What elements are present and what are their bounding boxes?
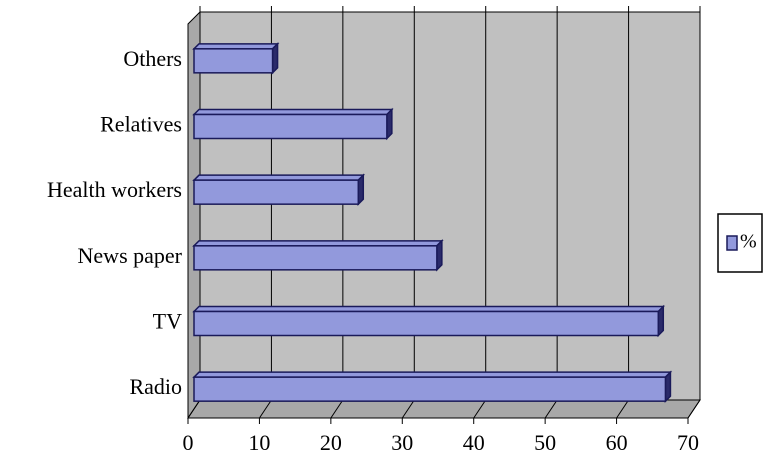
y-tick-label: Health workers	[47, 177, 182, 202]
bar-end	[271, 42, 279, 75]
y-tick-label: News paper	[78, 243, 183, 268]
floor	[187, 399, 701, 419]
x-tick-label: 60	[606, 430, 628, 455]
bar	[193, 376, 667, 402]
bar	[193, 310, 660, 337]
legend-swatch	[726, 235, 738, 251]
grid-line	[687, 6, 701, 419]
x-tick-label: 70	[677, 430, 699, 455]
x-tick-label: 30	[391, 430, 413, 455]
y-tick-label: Radio	[129, 374, 182, 399]
x-tick-label: 20	[320, 430, 342, 455]
bar	[193, 179, 360, 205]
x-tick-label: 40	[463, 430, 485, 455]
x-tick-label: 50	[534, 430, 556, 455]
labels: 0 10 20 30 40 50 60 70 Others Relatives Health wor…	[47, 46, 699, 455]
bar	[193, 245, 438, 271]
bar	[193, 113, 388, 140]
x-tick-label: 0	[183, 430, 194, 455]
bar	[193, 48, 274, 74]
bars	[192, 42, 673, 403]
bar-end	[664, 370, 672, 403]
legend-label: %	[740, 231, 757, 253]
y-tick-label: Others	[123, 46, 182, 71]
y-tick-label: TV	[153, 309, 182, 334]
x-tick-label: 10	[248, 430, 270, 455]
y-tick-label: Relatives	[100, 112, 182, 137]
legend-box	[717, 213, 763, 273]
